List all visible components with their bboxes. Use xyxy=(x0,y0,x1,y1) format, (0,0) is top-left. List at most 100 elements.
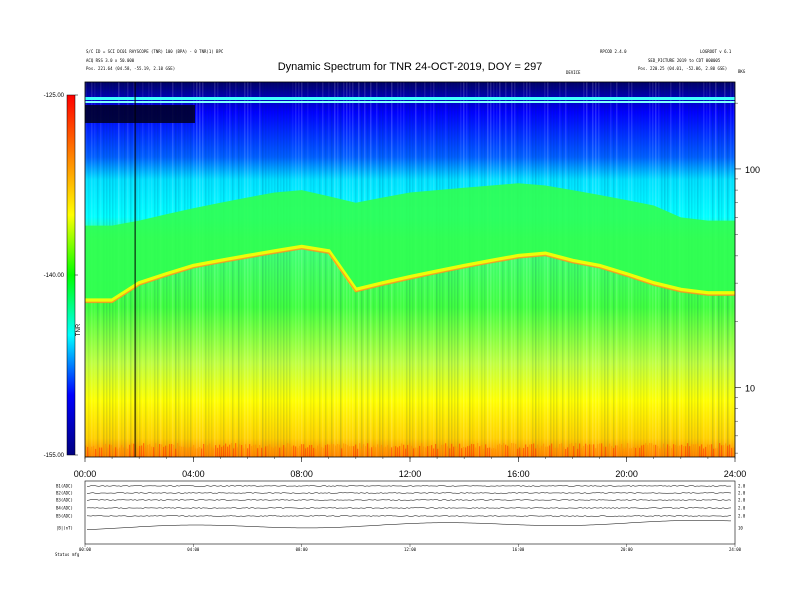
texture-stripe xyxy=(313,82,315,457)
texture-stripe xyxy=(595,82,597,457)
texture-stripe xyxy=(550,82,552,457)
bottom-speckle xyxy=(517,448,519,457)
texture-stripe xyxy=(259,82,261,457)
x-tick-label: 12:00 xyxy=(399,469,422,479)
y-tick-label: 10 xyxy=(745,383,755,393)
bottom-speckle xyxy=(315,448,317,457)
bottom-speckle xyxy=(641,445,643,457)
bottom-speckle xyxy=(131,443,133,457)
texture-stripe xyxy=(487,82,489,457)
bottom-speckle xyxy=(177,443,179,457)
bottom-speckle xyxy=(695,444,697,457)
bottom-speckle xyxy=(511,443,513,457)
bottom-speckle xyxy=(671,448,673,457)
bottom-speckle xyxy=(711,444,713,457)
bottom-speckle xyxy=(649,443,651,457)
bottom-speckle xyxy=(437,448,439,457)
bottom-speckle xyxy=(581,448,583,457)
bottom-speckle xyxy=(377,444,379,457)
bottom-speckle xyxy=(577,448,579,457)
summary-row-right-label: 2.0 xyxy=(738,484,746,489)
bottom-speckle xyxy=(175,448,177,457)
bottom-speckle xyxy=(129,444,131,457)
bottom-speckle xyxy=(105,443,107,457)
bottom-speckle xyxy=(615,445,617,457)
texture-stripe xyxy=(334,82,336,457)
bottom-speckle xyxy=(343,443,345,457)
bottom-speckle xyxy=(701,444,703,457)
bottom-speckle xyxy=(341,448,343,457)
bottom-speckle xyxy=(647,445,649,457)
summary-x-tick-label: 20:00 xyxy=(621,547,634,552)
texture-stripe xyxy=(517,82,519,457)
bottom-speckle xyxy=(151,446,153,457)
bottom-speckle xyxy=(651,443,653,457)
bottom-speckle xyxy=(347,445,349,457)
texture-stripe xyxy=(325,82,327,457)
bottom-speckle xyxy=(97,445,99,457)
bottom-speckle xyxy=(251,446,253,457)
bottom-speckle xyxy=(601,443,603,457)
texture-stripe xyxy=(298,82,300,457)
bottom-speckle xyxy=(603,446,605,457)
texture-stripe xyxy=(328,82,330,457)
bottom-speckle xyxy=(513,443,515,457)
bottom-speckle xyxy=(87,446,89,457)
bottom-speckle xyxy=(469,445,471,457)
emission-band-edge xyxy=(85,244,735,303)
bottom-speckle xyxy=(457,447,459,457)
bottom-speckle xyxy=(583,445,585,457)
bottom-speckle xyxy=(495,448,497,457)
bottom-speckle xyxy=(559,444,561,457)
texture-stripe xyxy=(505,82,507,457)
summary-row-right-label: 10 xyxy=(738,526,743,531)
bottom-speckle xyxy=(535,448,537,457)
texture-stripe xyxy=(484,82,486,457)
bottom-speckle xyxy=(617,445,619,457)
bottom-speckle xyxy=(679,445,681,457)
y-axis-frequency: 100 10 xyxy=(735,102,760,454)
texture-stripe xyxy=(529,82,531,457)
x-tick-label: 04:00 xyxy=(182,469,205,479)
bottom-speckle xyxy=(113,448,115,457)
bottom-speckle xyxy=(631,448,633,457)
bottom-speckle xyxy=(439,448,441,457)
bottom-speckle xyxy=(359,443,361,457)
texture-stripe xyxy=(304,82,306,457)
bottom-speckle xyxy=(409,443,411,457)
bottom-speckle xyxy=(673,444,675,457)
texture-stripe xyxy=(319,82,321,457)
bottom-speckle xyxy=(655,444,657,457)
texture-stripe xyxy=(232,82,234,457)
bottom-speckle xyxy=(185,447,187,457)
bottom-speckle xyxy=(213,448,215,457)
bottom-speckle xyxy=(237,447,239,457)
bottom-speckle xyxy=(103,445,105,457)
bottom-speckle xyxy=(165,445,167,457)
texture-stripe xyxy=(502,82,504,457)
bottom-speckle xyxy=(143,443,145,457)
bottom-speckle xyxy=(477,443,479,457)
bottom-speckle xyxy=(195,448,197,457)
summary-row-trace xyxy=(86,507,732,509)
bottom-speckle xyxy=(461,448,463,457)
bottom-speckle xyxy=(453,446,455,457)
texture-stripe xyxy=(253,82,255,457)
colorbar-tick-label: -125.00 xyxy=(44,93,65,99)
bottom-speckle xyxy=(521,448,523,457)
summary-x-tick-label: 04:00 xyxy=(187,547,200,552)
bottom-speckle xyxy=(463,446,465,457)
bottom-speckle xyxy=(483,448,485,457)
bottom-speckle xyxy=(307,447,309,457)
bottom-speckle xyxy=(527,446,529,457)
bottom-speckle xyxy=(369,448,371,457)
summary-x-tick-label: 08:00 xyxy=(296,547,309,552)
bottom-speckle xyxy=(223,445,225,457)
bottom-speckle xyxy=(591,444,593,457)
texture-stripe xyxy=(589,82,591,457)
bottom-speckle xyxy=(661,447,663,457)
texture-stripe xyxy=(238,82,240,457)
header-corner: BKG xyxy=(738,69,746,74)
bottom-speckle xyxy=(123,447,125,457)
texture-stripe xyxy=(532,82,534,457)
